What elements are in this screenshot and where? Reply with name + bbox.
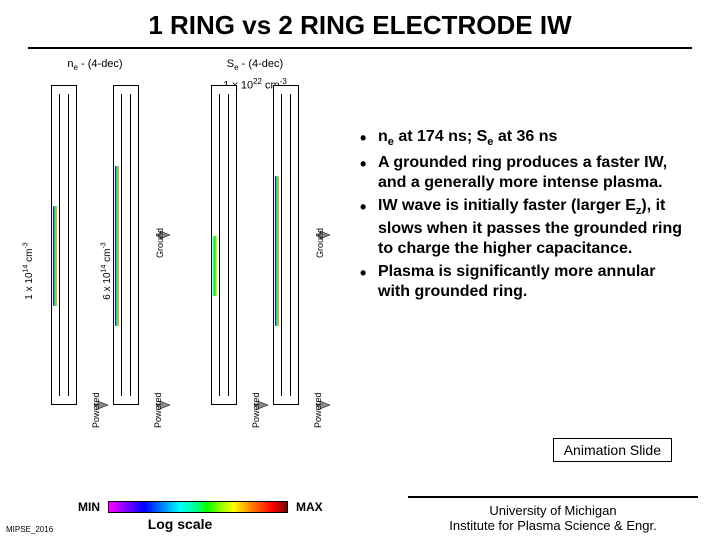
colorbar bbox=[108, 501, 288, 513]
bullet-item: IW wave is initially faster (larger Ez),… bbox=[360, 196, 690, 259]
ground-label: Ground bbox=[315, 228, 325, 258]
bullet-item: ne at 174 ns; Se at 36 ns bbox=[360, 127, 690, 150]
panel-se-tubes: Powered Ground Powered bbox=[180, 85, 330, 457]
ground-label: Ground bbox=[155, 228, 165, 258]
colorbar-min: MIN bbox=[78, 500, 100, 514]
animation-slide-box: Animation Slide bbox=[553, 438, 672, 462]
simulation-panels: ne - (4-dec) 1 x 1014 cm-3 Powered 6 x 1… bbox=[20, 57, 330, 457]
colorbar-label: Log scale bbox=[120, 516, 240, 532]
colorbar-max: MAX bbox=[296, 500, 323, 514]
title-rule bbox=[28, 47, 692, 49]
affil-line1: University of Michigan bbox=[489, 503, 616, 518]
bullet-list: ne at 174 ns; Se at 36 ns A grounded rin… bbox=[330, 57, 700, 457]
bullet-item: Plasma is significantly more annular wit… bbox=[360, 262, 690, 302]
panel-ne: ne - (4-dec) 1 x 1014 cm-3 Powered 6 x 1… bbox=[20, 57, 170, 457]
ne-ylabel-1: 1 x 1014 cm-3 bbox=[23, 242, 35, 299]
powered-label: Powered bbox=[153, 392, 163, 428]
tube-ne-2ring: Ground Powered bbox=[96, 85, 156, 425]
panel-se-label: Se - (4-dec)1 x 1022 cm-3 bbox=[180, 57, 330, 85]
affil-line2: Institute for Plasma Science & Engr. bbox=[449, 518, 656, 533]
bullet-item: A grounded ring produces a faster IW, an… bbox=[360, 153, 690, 193]
main-content: ne - (4-dec) 1 x 1014 cm-3 Powered 6 x 1… bbox=[0, 57, 720, 457]
panel-ne-tubes: 1 x 1014 cm-3 Powered 6 x 1014 cm-3 Grou… bbox=[20, 85, 170, 457]
tube-se-1ring: Powered bbox=[194, 85, 254, 425]
affiliation: University of Michigan Institute for Pla… bbox=[408, 503, 698, 534]
tube-se-2ring: Ground Powered bbox=[256, 85, 316, 425]
page-title: 1 RING vs 2 RING ELECTRODE IW bbox=[0, 0, 720, 47]
panel-ne-label: ne - (4-dec) bbox=[20, 57, 170, 85]
footer-tag: MIPSE_2016 bbox=[6, 525, 53, 534]
footer-rule bbox=[408, 496, 698, 498]
panel-se: Se - (4-dec)1 x 1022 cm-3 Powered Ground… bbox=[180, 57, 330, 457]
powered-label: Powered bbox=[313, 392, 323, 428]
tube-ne-1ring: Powered bbox=[34, 85, 94, 425]
